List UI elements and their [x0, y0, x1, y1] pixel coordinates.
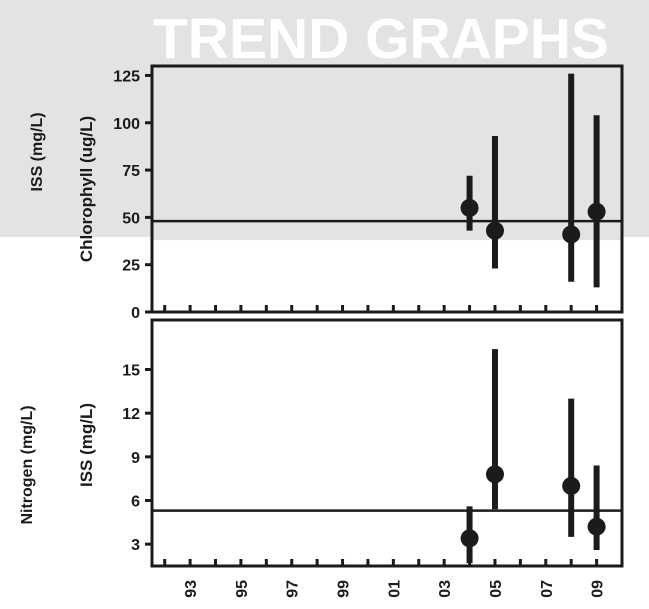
iss-x-tick-label: 07 [539, 580, 556, 598]
chlorophyll-data-point [562, 225, 581, 244]
iss-data-point [485, 465, 504, 484]
iss-y-tick-label: 3 [131, 537, 140, 554]
iss-data-point [460, 529, 479, 548]
iss-x-tick-label: 03 [437, 580, 454, 598]
chlorophyll-plot-frame [150, 64, 624, 314]
iss-plot-frame [150, 318, 624, 568]
chlorophyll-data-point [587, 202, 606, 221]
side-label-nitrogen: Nitrogen (mg/L) [19, 405, 36, 524]
iss-x-tick-label: 95 [234, 580, 251, 598]
chlorophyll-y-tick-label: 0 [131, 305, 140, 322]
iss-data-point [562, 476, 581, 495]
chlorophyll-chart: Chlorophyll (ug/L) 0 25 50 75 100 125 [77, 64, 624, 322]
iss-y-tick-label: 9 [131, 450, 140, 467]
chlorophyll-y-tick-label: 50 [122, 210, 140, 227]
chlorophyll-y-tick-label: 75 [122, 163, 140, 180]
chlorophyll-shaded-region [152, 66, 622, 241]
chlorophyll-y-tick-label: 125 [113, 68, 140, 85]
chlorophyll-y-tick-label: 100 [113, 116, 140, 133]
side-label-iss: ISS (mg/L) [29, 112, 46, 191]
iss-y-tick-label: 6 [131, 493, 140, 510]
chlorophyll-y-tick-label: 25 [122, 258, 140, 275]
iss-x-tick-label: 05 [488, 580, 505, 598]
iss-chart: ISS (mg/L) 3 6 9 12 15 93 95 97 99 01 03 05 07 09 [77, 318, 624, 598]
iss-y-tick-label: 15 [122, 362, 140, 379]
iss-x-tick-label: 99 [336, 580, 353, 598]
iss-x-tick-label: 97 [285, 580, 302, 598]
iss-plot-background [152, 320, 622, 566]
iss-x-tick-label: 93 [183, 580, 200, 598]
chlorophyll-y-axis-label: Chlorophyll (ug/L) [77, 116, 96, 262]
chlorophyll-data-point [460, 198, 479, 217]
iss-x-tick-label: 01 [386, 580, 403, 598]
iss-x-tick-label: 09 [590, 580, 607, 598]
chlorophyll-white-region [152, 240, 622, 312]
chlorophyll-data-point [485, 221, 504, 240]
iss-y-tick-label: 12 [122, 406, 140, 423]
iss-y-axis-label: ISS (mg/L) [77, 403, 96, 487]
header-title: TREND GRAPHS [153, 7, 609, 71]
iss-data-point [587, 517, 606, 536]
